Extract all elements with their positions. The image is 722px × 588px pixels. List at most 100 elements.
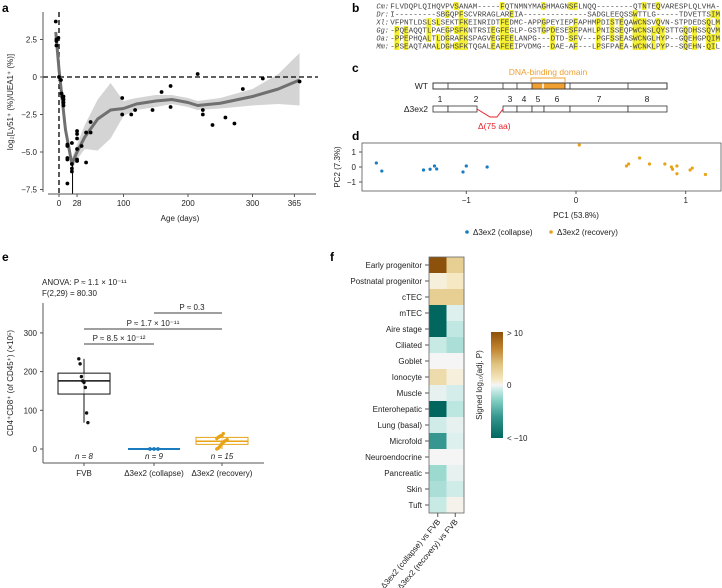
x-tick-label: 28	[73, 199, 82, 208]
data-point	[638, 156, 642, 160]
data-point	[61, 103, 66, 108]
conserved-residue-highlight	[637, 26, 642, 34]
row-label: Pancreatic	[384, 469, 422, 478]
data-point	[86, 420, 90, 425]
heatmap-cell	[446, 337, 465, 354]
heatmap-cell	[429, 481, 447, 498]
y-tick-label: −2.5	[21, 111, 37, 120]
data-point	[70, 162, 74, 166]
data-point	[150, 108, 155, 112]
heatmap-cell	[429, 289, 447, 306]
conserved-residue-highlight	[573, 2, 578, 10]
data-point	[65, 157, 70, 162]
domain-bracket	[530, 77, 566, 82]
data-point	[200, 112, 205, 117]
conserved-residue-highlight	[499, 2, 505, 10]
y-tick-label: 0	[33, 73, 38, 82]
mutant-exon	[516, 105, 533, 113]
panel-e-box-plot: ANOVA: P ≈ 1.1 × 10⁻¹¹ F(2,29) = 80.30 300…	[6, 278, 264, 478]
data-point	[627, 162, 631, 166]
x-tick-label: −1	[462, 196, 472, 205]
heatmap-cell	[429, 273, 447, 290]
data-point	[577, 143, 581, 147]
conserved-residue-highlight	[705, 42, 711, 50]
conserved-residue-highlight	[499, 18, 505, 26]
heatmap-cell	[429, 433, 447, 450]
data-point	[703, 172, 708, 177]
conserved-residue-highlight	[403, 26, 409, 34]
data-point	[79, 374, 84, 379]
conserved-residue-highlight	[632, 10, 638, 18]
conserved-residue-highlight	[595, 34, 601, 42]
conserved-residue-highlight	[641, 42, 647, 50]
heatmap-cell	[446, 401, 465, 418]
x-tick-label: 365	[288, 199, 302, 208]
comparison-p-value: P ≈ 0.3	[179, 303, 205, 312]
data-point	[88, 130, 93, 135]
data-point	[70, 169, 74, 174]
heatmap-cell	[446, 497, 465, 514]
conserved-residue-highlight	[504, 34, 510, 42]
conserved-residue-highlight	[705, 26, 711, 34]
y-tick-label: 1	[352, 148, 357, 157]
conserved-residue-highlight	[710, 10, 716, 18]
data-point	[56, 36, 61, 40]
y-tick-label: −1	[347, 178, 357, 187]
species-label: Mm:	[376, 44, 389, 52]
conserved-residue-highlight	[444, 26, 450, 34]
conserved-residue-highlight	[403, 42, 409, 50]
heatmap-cell	[429, 417, 447, 434]
row-label: Muscle	[397, 389, 423, 398]
conserved-residue-highlight	[504, 42, 510, 50]
data-point	[260, 76, 265, 81]
data-point	[485, 165, 489, 169]
conserved-residue-highlight	[682, 26, 688, 34]
data-point	[168, 84, 173, 88]
data-point	[78, 362, 82, 366]
data-point	[688, 168, 692, 172]
n-label: n = 8	[75, 452, 94, 461]
data-point	[120, 96, 125, 100]
exon-number: 6	[555, 94, 560, 104]
panel-b-alignment: Cm: FLVDQPLQIHQVPVSANAM-----FQTNMNYMAGHMA…	[375, 2, 720, 52]
conserved-residue-highlight	[550, 34, 555, 42]
data-point	[70, 166, 74, 171]
row-label: Enterohepatic	[373, 405, 422, 414]
data-point	[232, 121, 237, 126]
conserved-residue-highlight	[394, 42, 400, 50]
conserved-residue-highlight	[573, 34, 578, 42]
conserved-residue-highlight	[435, 34, 441, 42]
data-point	[297, 79, 302, 84]
data-point	[54, 43, 59, 48]
x-tick-label: FVB	[76, 469, 92, 478]
conserved-residue-highlight	[632, 26, 638, 34]
sequence-row: I---------SBGQPFSCVRRAGLAREIA-----------…	[390, 12, 720, 20]
data-point	[156, 447, 160, 451]
deletion-connector	[476, 108, 504, 118]
conserved-residue-highlight	[714, 26, 720, 34]
conserved-residue-highlight	[499, 26, 505, 34]
x-tick-label: 300	[246, 199, 260, 208]
heatmap-cell	[446, 481, 465, 498]
data-point	[221, 431, 225, 436]
data-point	[223, 115, 228, 120]
data-point	[84, 160, 88, 165]
conserved-residue-highlight	[632, 42, 638, 50]
panel-label-d: d	[352, 129, 359, 143]
conserved-residue-highlight	[490, 42, 496, 50]
heatmap-cell	[429, 465, 447, 482]
conserved-residue-highlight	[550, 26, 555, 34]
n-label: n = 9	[145, 452, 164, 461]
data-point	[53, 19, 58, 24]
sequence-row: VFPNTLDSLSLSEKTFKEINRIDTFEDMC-APPGPEYIEP…	[390, 20, 720, 28]
data-point	[120, 112, 125, 117]
conserved-residue-highlight	[568, 2, 574, 10]
conserved-residue-highlight	[655, 18, 661, 26]
mutant-label: Δ3ex2	[404, 104, 428, 114]
data-point	[61, 94, 66, 99]
data-point	[240, 87, 245, 91]
conserved-residue-highlight	[641, 18, 647, 26]
x-tick-label: 1	[683, 196, 688, 205]
conserved-residue-highlight	[458, 34, 464, 42]
species-label: Dr:	[376, 12, 389, 20]
